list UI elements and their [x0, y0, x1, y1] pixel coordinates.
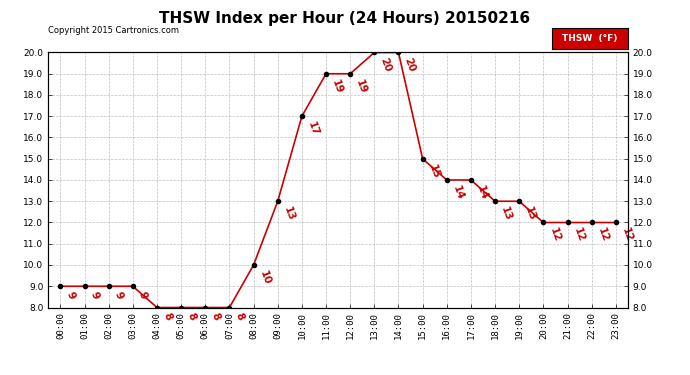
Text: 12: 12 [620, 226, 634, 244]
Text: 19: 19 [331, 78, 344, 95]
Text: 13: 13 [524, 206, 538, 222]
Text: 13: 13 [500, 206, 513, 222]
Text: 15: 15 [427, 163, 441, 180]
Text: 8: 8 [161, 312, 173, 322]
Text: 17: 17 [306, 120, 320, 138]
Text: 9: 9 [89, 290, 101, 300]
Text: 14: 14 [451, 184, 465, 201]
Text: Copyright 2015 Cartronics.com: Copyright 2015 Cartronics.com [48, 26, 179, 35]
Text: 12: 12 [572, 226, 586, 244]
Text: 19: 19 [355, 78, 368, 95]
Text: 9: 9 [137, 290, 149, 300]
Text: 12: 12 [596, 226, 610, 244]
Text: 12: 12 [548, 226, 562, 244]
Text: 8: 8 [210, 312, 221, 322]
Text: 8: 8 [234, 312, 246, 322]
Text: 9: 9 [113, 290, 125, 300]
Text: 20: 20 [379, 57, 393, 74]
Text: 20: 20 [403, 57, 417, 74]
Text: 13: 13 [282, 206, 296, 222]
Text: THSW Index per Hour (24 Hours) 20150216: THSW Index per Hour (24 Hours) 20150216 [159, 11, 531, 26]
Text: THSW  (°F): THSW (°F) [562, 34, 618, 43]
Text: 14: 14 [475, 184, 489, 201]
Text: 10: 10 [258, 269, 272, 286]
Text: 8: 8 [186, 312, 197, 322]
Text: 9: 9 [65, 290, 77, 300]
